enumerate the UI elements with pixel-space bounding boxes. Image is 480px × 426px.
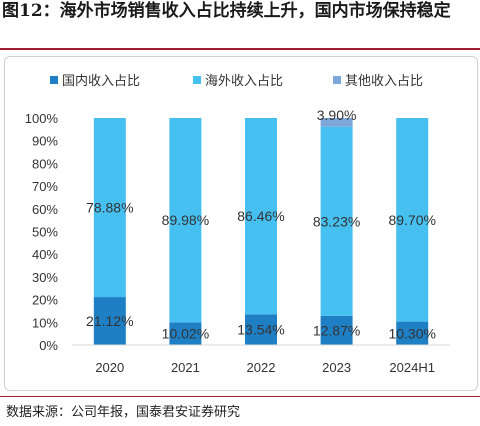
data-label: 12.87% [313, 322, 360, 338]
legend-swatch [50, 76, 58, 84]
x-axis: 2020 2021 2022 2023 2024H1 [72, 344, 450, 375]
x-tick-label: 2022 [247, 360, 276, 375]
legend-swatch [333, 76, 341, 84]
bars [93, 118, 429, 345]
y-tick-label: 70% [32, 179, 58, 194]
legend-label: 其他收入占比 [345, 74, 423, 89]
x-tick-label: 2024H1 [389, 360, 435, 375]
data-labels: 21.12% 78.88% 10.02% 89.98% 13.54% 86.46% 12.8… [86, 107, 436, 342]
legend-label: 国内收入占比 [62, 73, 140, 89]
legend-swatch [193, 76, 201, 84]
bar-segment [93, 297, 126, 345]
y-tick-label: 60% [32, 202, 58, 217]
data-label: 83.23% [313, 213, 360, 229]
bar-segment [169, 118, 202, 323]
data-label: 78.88% [86, 200, 133, 216]
bar-segment [245, 118, 277, 315]
bar-segment [396, 118, 429, 322]
bar-segment [320, 118, 353, 127]
data-label: 13.54% [237, 322, 284, 338]
bar-segment [93, 118, 126, 298]
x-tick-label: 2023 [322, 360, 351, 375]
y-tick-label: 30% [32, 270, 58, 285]
figure-title: 图12：海外市场销售收入占比持续上升，国内市场保持稳定 [2, 1, 451, 21]
source-note: 数据来源：公司年报，国泰君安证券研究 [6, 405, 241, 420]
data-label: 21.12% [86, 313, 133, 329]
y-tick-label: 50% [32, 225, 58, 240]
bar-segment [169, 322, 202, 345]
data-label: 89.70% [388, 212, 435, 228]
chart-legend: 国内收入占比 海外收入占比 其他收入占比 [50, 73, 423, 89]
y-tick-label: 20% [32, 293, 58, 308]
y-tick-label: 90% [32, 134, 58, 149]
bar-segment [320, 126, 353, 316]
footer-rule [0, 396, 480, 397]
data-label: 10.30% [388, 325, 435, 341]
title-rule [0, 48, 480, 50]
y-tick-label: 40% [32, 247, 58, 262]
legend-label: 海外收入占比 [205, 74, 283, 89]
data-label: 86.46% [237, 208, 284, 224]
y-axis: 0% 10% 20% 30% 40% 50% 60% 70% 80% 90% 100% [25, 111, 59, 353]
data-label: 10.02% [162, 326, 209, 342]
x-tick-label: 2020 [95, 360, 124, 375]
bar-segment [245, 314, 277, 345]
y-tick-label: 10% [32, 315, 58, 330]
data-label: 3.90% [317, 107, 357, 123]
data-label: 89.98% [162, 212, 209, 228]
bar-segment [396, 321, 429, 345]
y-tick-label: 100% [25, 111, 59, 126]
y-tick-label: 0% [39, 338, 58, 353]
y-tick-label: 80% [32, 156, 58, 171]
bar-segment [320, 315, 353, 345]
x-tick-label: 2021 [171, 360, 200, 375]
